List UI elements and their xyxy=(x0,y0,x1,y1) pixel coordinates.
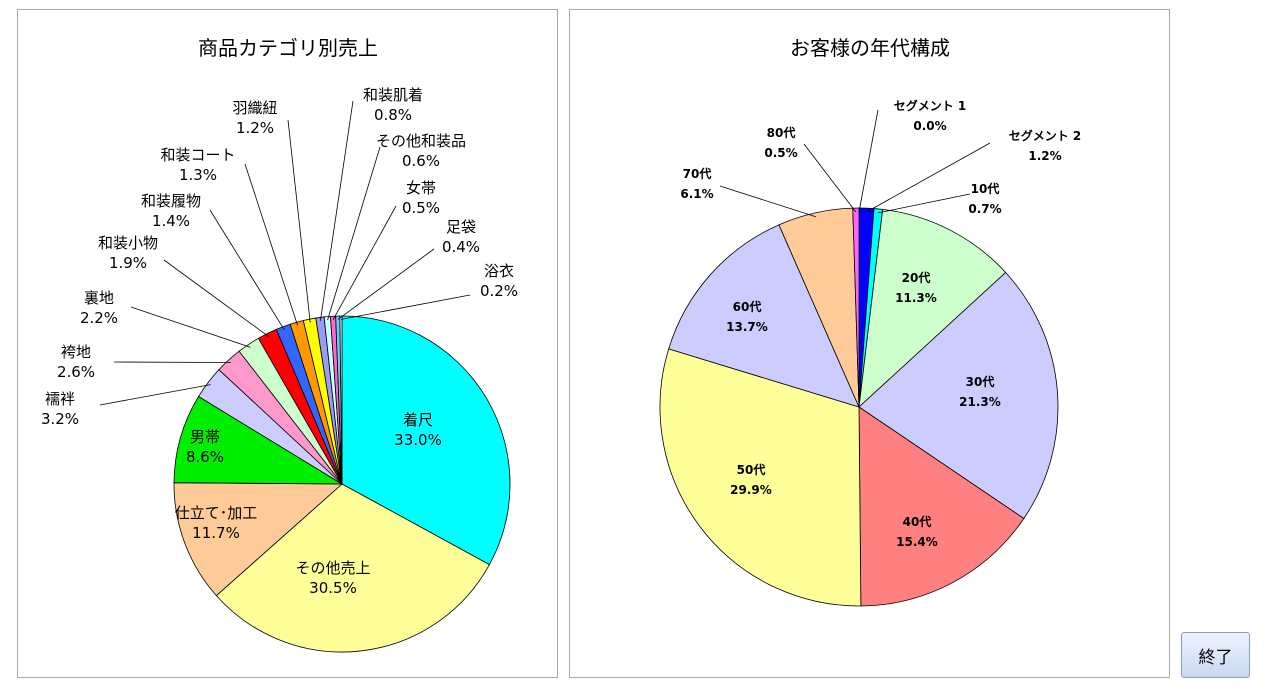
customer-age-chart-title: お客様の年代構成 xyxy=(790,36,950,60)
category-sales-pie-chart: 商品カテゴリ別売上 着尺 33.0% その他売上 30.5% 仕立て･加工 11.7% 男帯… xyxy=(41,36,518,653)
category-value-label-7: 1.9% xyxy=(109,254,147,272)
age-label-9: 80代 xyxy=(767,125,796,140)
age-slice-5 xyxy=(858,406,1025,607)
category-value-label-0: 33.0% xyxy=(394,431,442,449)
age-slice-3 xyxy=(858,208,1007,409)
category-label-0: 着尺 xyxy=(403,411,433,429)
category-value-label-15: 0.2% xyxy=(480,282,518,300)
age-value-label-5: 15.4% xyxy=(896,535,938,549)
category-leader-line-15 xyxy=(340,294,471,320)
category-leader-line-11 xyxy=(320,100,354,321)
age-value-label-6: 29.9% xyxy=(730,483,772,497)
category-slice-1 xyxy=(215,483,490,653)
category-label-5: 袴地 xyxy=(61,343,91,361)
category-slice-0 xyxy=(341,315,511,566)
age-leader-line-2 xyxy=(877,193,971,214)
age-leader-line-8 xyxy=(719,185,817,218)
category-leader-line-10 xyxy=(287,119,311,323)
category-leader-line-14 xyxy=(337,248,435,320)
category-value-label-8: 1.4% xyxy=(152,212,190,230)
age-value-label-2: 0.7% xyxy=(968,202,1001,216)
age-value-label-7: 13.7% xyxy=(726,320,768,334)
age-slice-6 xyxy=(659,348,862,607)
category-value-label-3: 8.6% xyxy=(186,448,224,466)
category-leader-line-8 xyxy=(209,209,285,331)
category-value-label-5: 2.6% xyxy=(57,363,95,381)
category-value-label-2: 11.7% xyxy=(192,524,240,542)
customer-age-chart-panel: お客様の年代構成 セグメント 1 0.0% セグメント 2 1.2% 10代 0.7% 20… xyxy=(569,9,1170,678)
age-slice-7 xyxy=(668,224,860,408)
age-label-0: セグメント 1 xyxy=(894,98,967,113)
category-label-1: その他売上 xyxy=(295,559,370,577)
exit-button[interactable]: 終了 xyxy=(1181,632,1250,678)
age-label-8: 70代 xyxy=(683,166,712,181)
category-label-12: その他和装品 xyxy=(376,132,466,150)
category-leader-line-13 xyxy=(332,205,397,320)
category-label-6: 裏地 xyxy=(84,289,114,307)
category-value-label-1: 30.5% xyxy=(309,579,357,597)
age-leader-line-1 xyxy=(866,142,991,213)
category-leader-line-6 xyxy=(130,306,251,348)
age-value-label-0: 0.0% xyxy=(913,119,946,133)
category-slice-2 xyxy=(173,482,344,597)
category-leader-line-9 xyxy=(244,163,298,326)
age-label-1: セグメント 2 xyxy=(1009,128,1082,143)
age-label-5: 40代 xyxy=(903,514,932,529)
category-value-label-6: 2.2% xyxy=(80,309,118,327)
category-value-label-11: 0.8% xyxy=(374,106,412,124)
age-value-label-1: 1.2% xyxy=(1028,149,1061,163)
category-leader-line-5 xyxy=(113,361,231,363)
category-sales-chart-title: 商品カテゴリ別売上 xyxy=(198,36,378,60)
category-label-14: 足袋 xyxy=(446,218,476,236)
age-label-4: 30代 xyxy=(966,374,995,389)
category-leader-line-7 xyxy=(163,259,269,337)
age-label-3: 20代 xyxy=(902,270,931,285)
category-label-13: 女帯 xyxy=(406,179,436,197)
age-label-2: 10代 xyxy=(971,181,1000,196)
customer-age-pie-chart: お客様の年代構成 セグメント 1 0.0% セグメント 2 1.2% 10代 0.7% 20… xyxy=(659,36,1082,607)
category-label-2: 仕立て･加工 xyxy=(175,504,258,522)
age-value-label-3: 11.3% xyxy=(895,291,937,305)
category-value-label-12: 0.6% xyxy=(402,152,440,170)
category-leader-line-12 xyxy=(327,146,381,321)
category-label-10: 羽織紐 xyxy=(232,99,277,117)
age-value-label-4: 21.3% xyxy=(959,395,1001,409)
age-leader-line-9 xyxy=(803,143,857,213)
age-value-label-8: 6.1% xyxy=(680,187,713,201)
category-value-label-14: 0.4% xyxy=(442,238,480,256)
category-label-15: 浴衣 xyxy=(484,262,514,280)
category-label-7: 和装小物 xyxy=(98,234,158,252)
category-sales-chart-panel: 商品カテゴリ別売上 着尺 33.0% その他売上 30.5% 仕立て･加工 11.7% 男帯… xyxy=(17,9,558,678)
age-label-6: 50代 xyxy=(737,462,766,477)
category-label-11: 和装肌着 xyxy=(363,86,423,104)
category-label-9: 和装コート xyxy=(160,146,235,164)
category-value-label-13: 0.5% xyxy=(402,199,440,217)
category-label-4: 襦袢 xyxy=(45,390,75,408)
age-leader-line-0 xyxy=(858,109,879,213)
category-value-label-10: 1.2% xyxy=(236,119,274,137)
age-value-label-9: 0.5% xyxy=(764,146,797,160)
age-slice-4 xyxy=(858,271,1059,520)
category-value-label-9: 1.3% xyxy=(179,166,217,184)
category-label-8: 和装履物 xyxy=(141,192,201,210)
category-leader-line-4 xyxy=(99,384,211,406)
age-label-7: 60代 xyxy=(733,299,762,314)
category-slice-3 xyxy=(173,395,344,485)
category-value-label-4: 3.2% xyxy=(41,410,79,428)
category-label-3: 男帯 xyxy=(190,428,220,446)
